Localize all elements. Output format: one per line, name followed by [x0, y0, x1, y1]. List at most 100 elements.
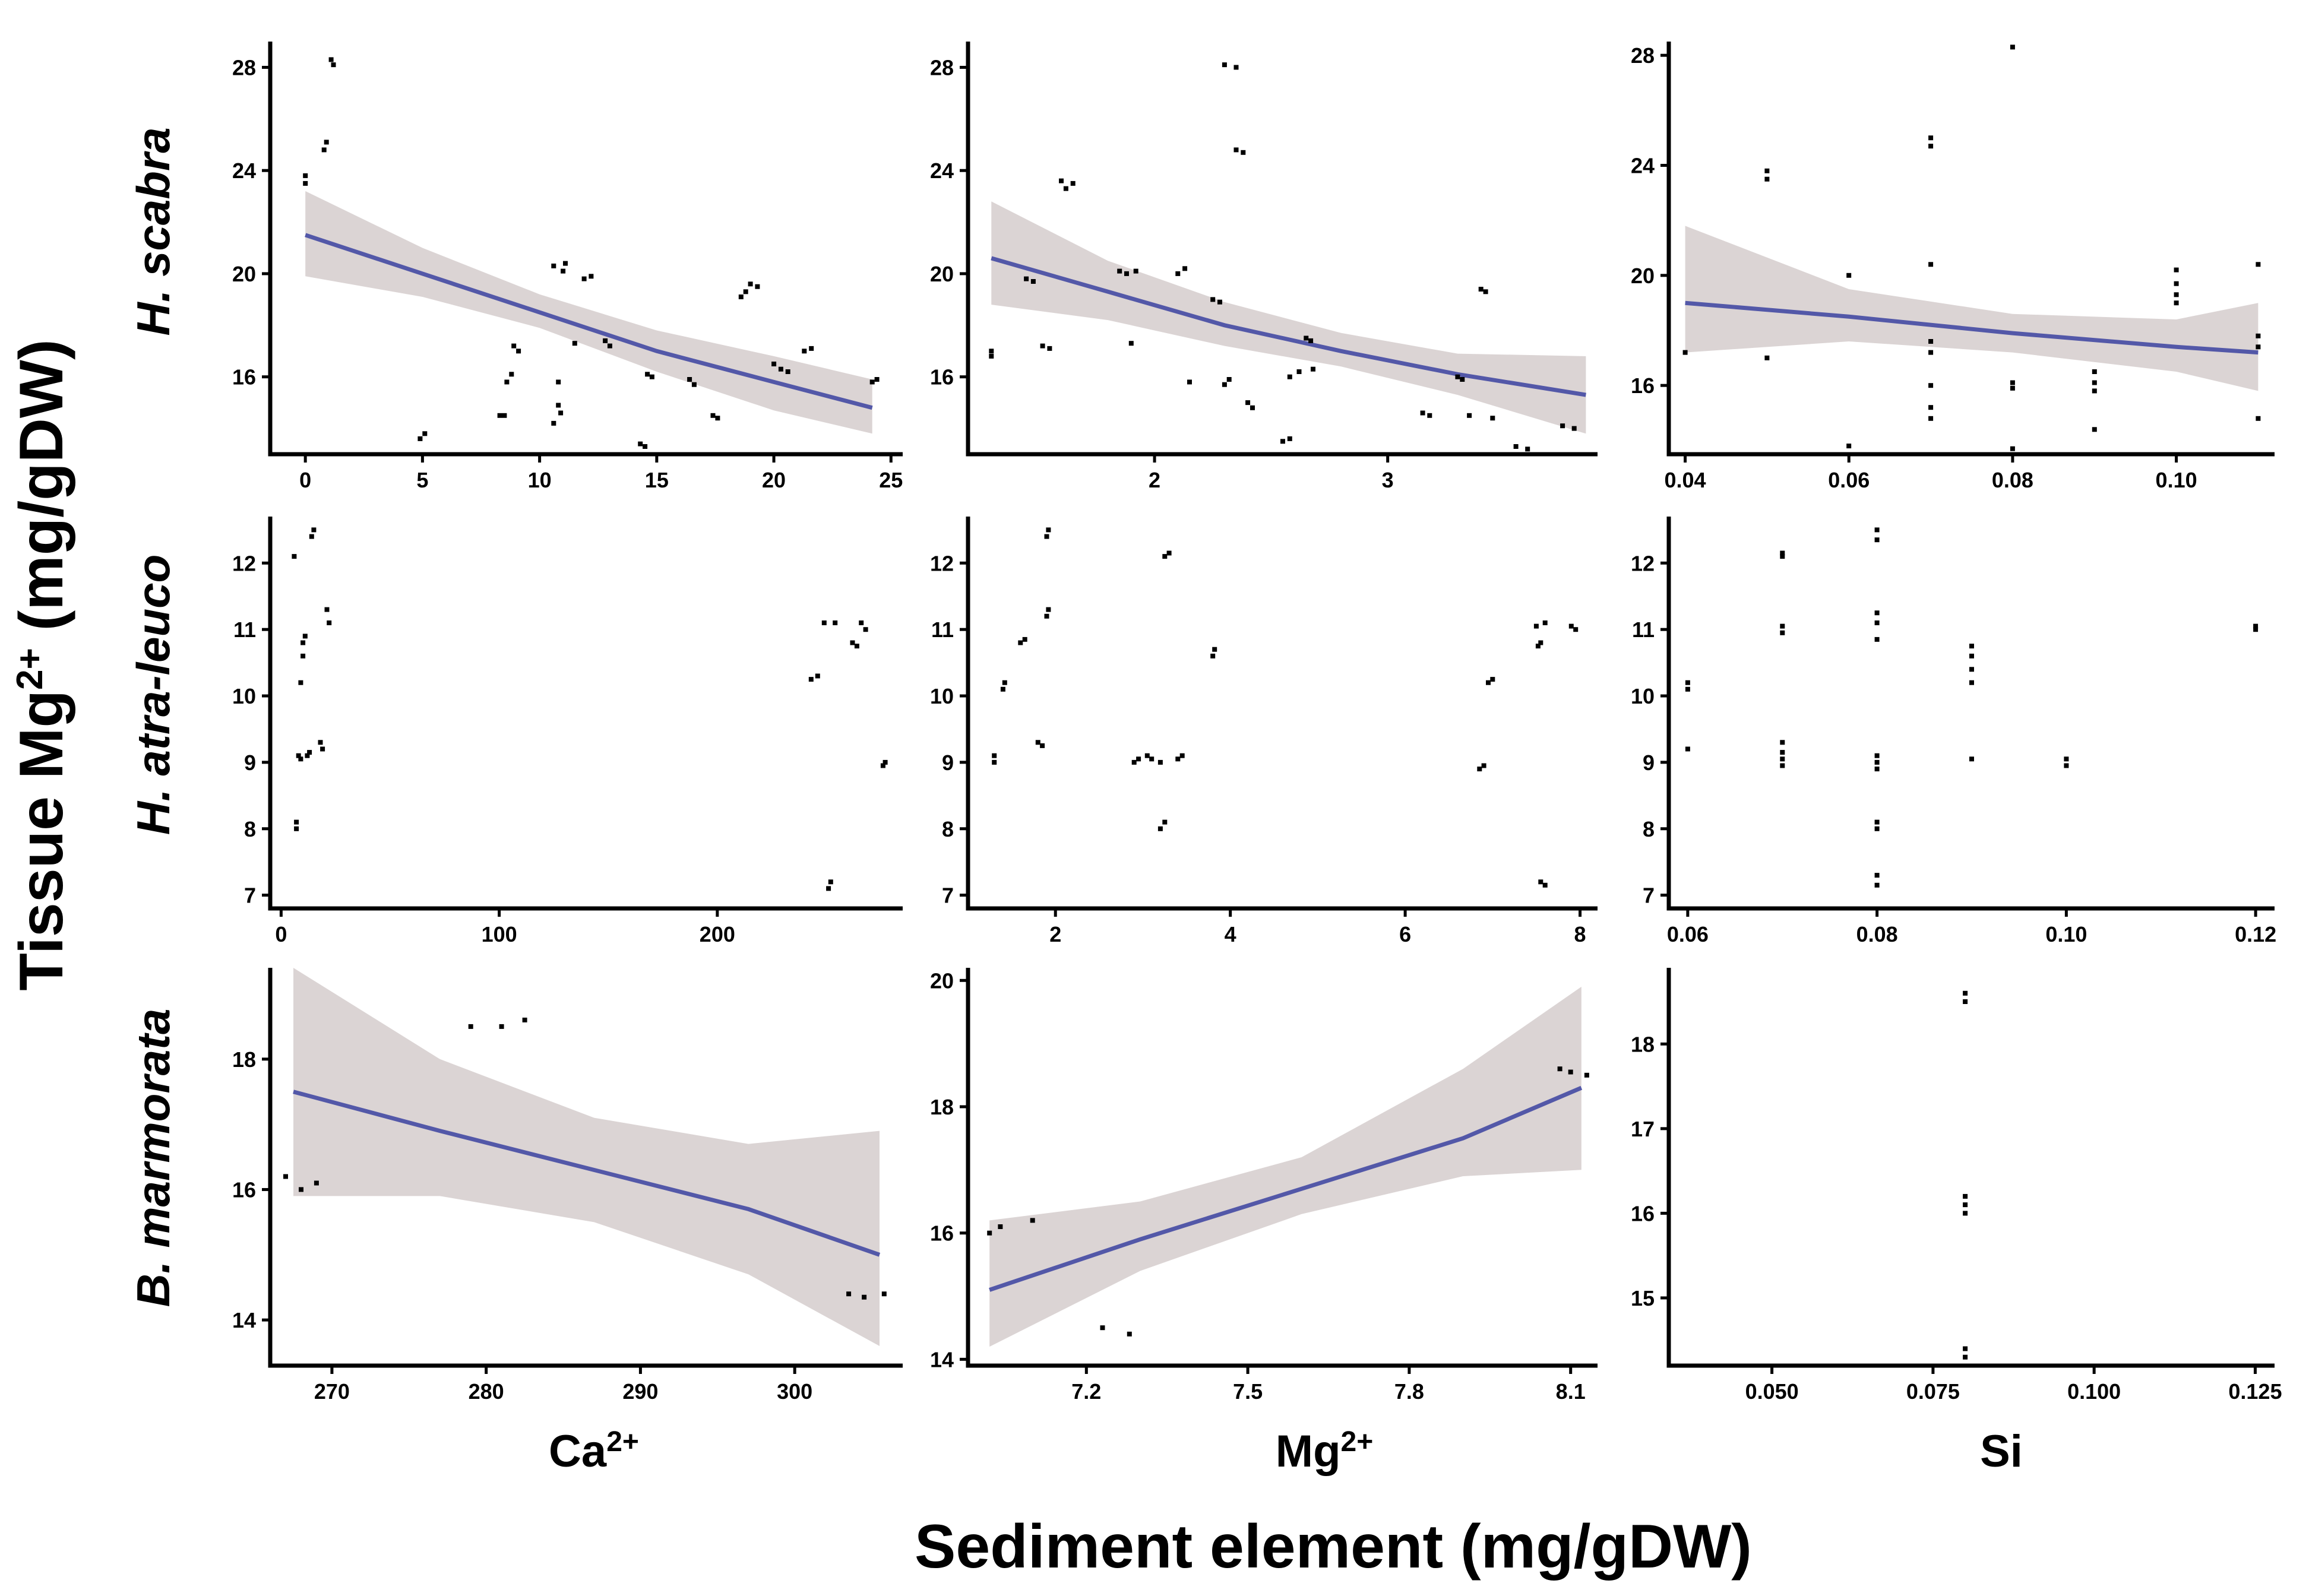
data-point: [1070, 180, 1076, 186]
data-point: [1179, 753, 1185, 758]
data-point: [2064, 756, 2069, 762]
data-point: [1477, 767, 1482, 772]
data-point: [1780, 630, 1785, 635]
data-point: [710, 413, 716, 418]
data-point: [1212, 647, 1217, 652]
data-point: [874, 377, 880, 382]
data-point: [1486, 680, 1491, 685]
data-point: [1250, 405, 1255, 410]
data-point: [883, 759, 888, 765]
y-tick-label: 10: [1631, 684, 1655, 708]
data-point: [607, 343, 612, 349]
data-point: [1233, 147, 1239, 153]
data-point: [296, 753, 301, 758]
confidence-band: [989, 986, 1581, 1347]
axis-lines: [966, 517, 1598, 911]
data-point: [1030, 1218, 1035, 1223]
data-point: [1002, 680, 1007, 685]
y-tick-label: 9: [244, 750, 256, 775]
data-point: [1241, 150, 1246, 155]
y-tick-label: 20: [930, 968, 954, 993]
data-point: [1044, 613, 1049, 619]
x-tick-label: 280: [469, 1379, 504, 1404]
data-point: [1535, 644, 1541, 649]
y-tick-label: 7: [244, 884, 256, 908]
data-point: [1133, 268, 1138, 274]
data-point: [1296, 369, 1302, 374]
data-point: [1100, 1325, 1105, 1331]
panel-r1-c2: 7 8 9 10 11 12 0.06 0.08 0.10 0.12: [1631, 517, 2276, 946]
data-point: [748, 281, 753, 287]
y-tick-label: 8: [244, 817, 256, 841]
x-tick-label: 15: [645, 468, 669, 492]
panel-r2-c0: 14 16 18 270 280 290 300: [232, 968, 903, 1404]
data-point: [643, 444, 648, 449]
data-point: [2064, 763, 2069, 768]
data-point: [1127, 1331, 1132, 1337]
data-point: [321, 147, 327, 153]
data-point: [298, 680, 303, 685]
y-tick-label: 20: [930, 262, 954, 286]
y-tick-label: 11: [1632, 618, 1655, 642]
x-axis-title: Sediment element (mg/gDW): [915, 1512, 1752, 1581]
x-tick-label: 0.06: [1667, 922, 1709, 946]
axis-lines: [268, 517, 903, 911]
x-tick-label: 5: [416, 468, 428, 492]
data-point: [1128, 341, 1134, 346]
data-point: [314, 1180, 319, 1186]
data-point: [1455, 374, 1460, 379]
data-point: [1874, 753, 1880, 758]
fit-line: [293, 1090, 881, 1257]
data-point: [989, 353, 994, 359]
data-point: [1022, 636, 1027, 642]
data-point: [1513, 444, 1519, 449]
x-tick-label: 6: [1399, 922, 1411, 946]
y-tick-label: 12: [930, 551, 954, 575]
data-point: [1874, 759, 1880, 765]
data-point: [1538, 879, 1543, 885]
data-point: [1280, 439, 1285, 444]
data-point: [1963, 999, 1968, 1004]
data-point: [1131, 759, 1137, 765]
data-point: [1187, 379, 1192, 385]
data-point: [1175, 756, 1181, 762]
data-point: [2253, 623, 2259, 629]
data-point: [2256, 333, 2261, 338]
data-point: [1149, 756, 1154, 762]
data-point: [1538, 640, 1543, 645]
data-point: [511, 343, 517, 349]
data-point: [989, 349, 994, 354]
data-point: [2010, 45, 2015, 50]
data-point: [691, 382, 697, 387]
panel-r0-c0: 16 20 24 28 0 5 10 15 20 25: [232, 42, 903, 492]
data-point: [1780, 756, 1785, 762]
data-point: [327, 620, 332, 625]
data-point: [1460, 377, 1465, 382]
y-tick-label: 11: [931, 618, 954, 642]
data-point: [320, 746, 325, 752]
data-point: [1780, 554, 1785, 559]
data-point: [869, 379, 875, 385]
data-point: [687, 377, 692, 382]
data-point: [311, 527, 317, 533]
data-point: [1780, 763, 1785, 768]
data-point: [2010, 380, 2015, 385]
data-point: [846, 1291, 852, 1297]
x-tick-label: 20: [762, 468, 786, 492]
data-point: [305, 753, 310, 758]
data-point: [833, 620, 838, 625]
data-point: [1040, 343, 1045, 349]
data-point: [2092, 388, 2097, 394]
y-tick-label: 24: [930, 159, 954, 183]
confidence-band: [305, 191, 872, 434]
x-tick-label: 0: [299, 468, 311, 492]
row-label-b-marmorata: B. marmorata: [127, 1009, 179, 1307]
data-point: [1304, 335, 1309, 341]
data-point: [1780, 750, 1785, 755]
data-point: [1311, 366, 1315, 372]
data-point: [802, 349, 807, 354]
axis-lines: [268, 968, 903, 1368]
x-tick-label: 7.5: [1233, 1379, 1263, 1404]
column-label-si: Si: [1980, 1426, 2023, 1477]
data-point: [294, 819, 299, 825]
